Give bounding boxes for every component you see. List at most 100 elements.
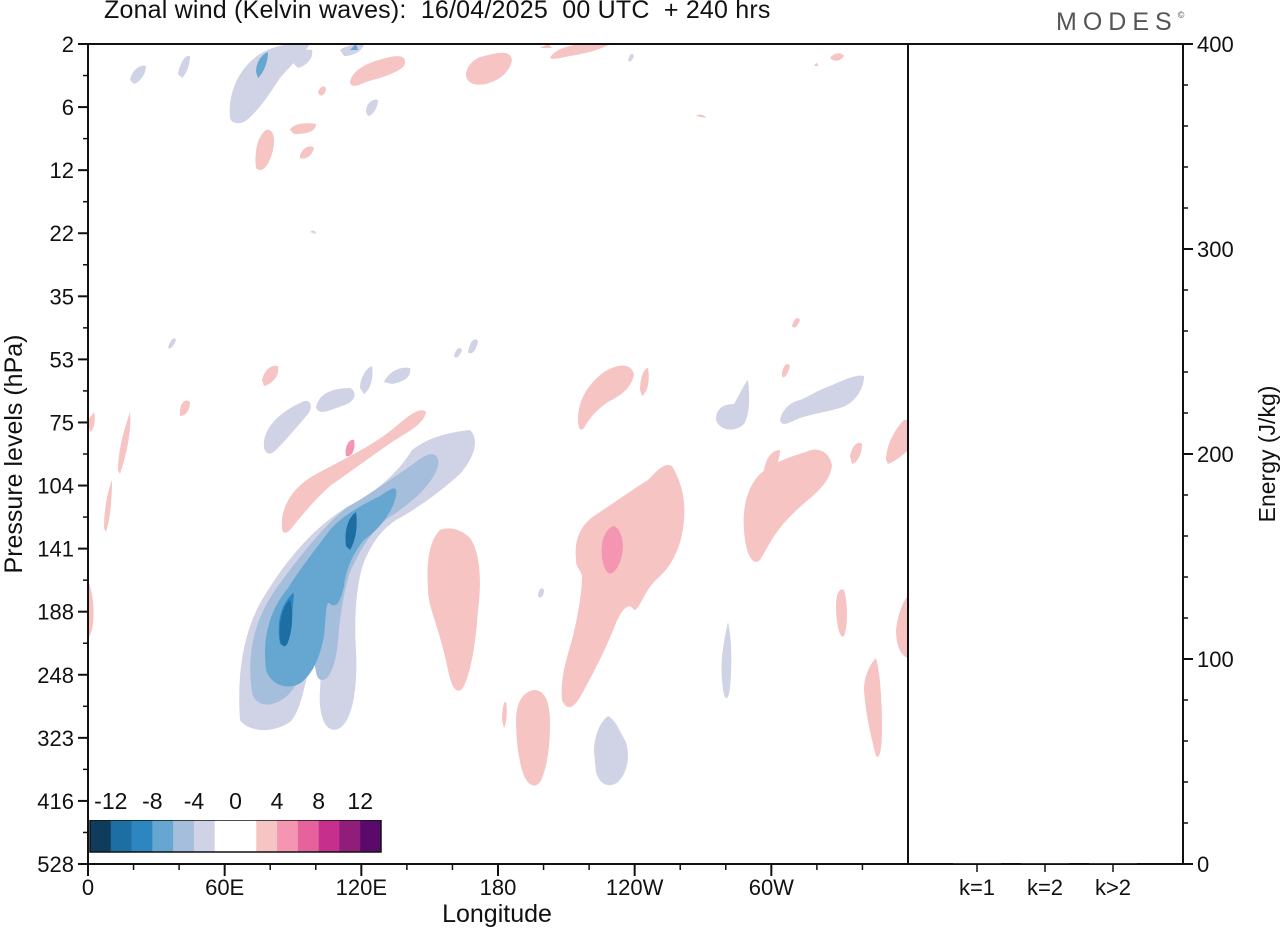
colorbar-swatch [256,820,278,852]
chart-title: Zonal wind (Kelvin waves): 16/04/2025 00… [104,0,771,24]
colorbar-swatch [235,820,257,852]
pos-right-8 [782,364,790,378]
pos-strat-3 [300,146,314,159]
energy-cat-label: k=2 [1027,875,1063,900]
neg-mid-1 [168,338,176,349]
neg-small-3 [360,366,373,394]
y-tick-label: 2 [62,32,74,57]
y-tick-label: 528 [37,852,74,877]
x-tick-label: 120W [606,875,664,900]
energy-bar [1021,863,1069,864]
colorbar-label: -8 [142,788,162,814]
pos-strat-2 [290,123,316,134]
longitude-axis: 0 60E 120E 180 120W 60W [82,864,864,900]
x-tick-label: 60W [749,875,794,900]
pos-right-10 [830,53,844,61]
colorbar-label: 12 [347,788,373,814]
colorbar-swatch [110,820,132,852]
y-axis-label: Pressure levels (hPa) [0,335,28,574]
energy-bars: k=1 k=2 k>2 [953,863,1137,900]
colorbar-swatch [214,820,236,852]
neg-right-4 [628,53,634,62]
energy-bar [953,863,1001,864]
pos-right-2 [764,450,780,474]
neg-small-1 [263,400,311,454]
neg-strat-6 [178,55,190,78]
neg-right-1 [716,380,750,430]
pos-strat-5 [318,86,326,96]
colorbar-swatch [318,820,340,852]
neg-strat-2 [293,49,313,68]
pos-edge-2 [88,412,95,432]
pos-small-1 [262,365,279,386]
pos-right-3 [886,420,908,464]
y-tick-label: 75 [50,410,74,435]
pos-small-3 [118,412,131,474]
x-tick-label: 180 [480,875,517,900]
colorbar-swatch [339,820,361,852]
pos-contour-2a [281,410,426,533]
energy-axis: 0 100 200 300 400 [1183,32,1234,877]
pos-central-8 [696,114,706,118]
pos-strat-1 [255,129,274,171]
wind-contours [88,44,908,786]
energy-plot-frame [907,43,1184,865]
y-tick-label: 248 [37,663,74,688]
colorbar-label: -12 [94,788,127,814]
modes-logo: MODES© [1056,8,1185,36]
neg-small-2 [316,388,355,412]
pos-central-2 [640,368,649,396]
neg-strat-3b [350,44,358,50]
pos-strat-7 [550,44,610,59]
colorbar-swatch [297,820,319,852]
y-tick-label: 188 [37,600,74,625]
y-tick-label: 53 [50,347,74,372]
colorbar-label-backdrop [88,784,384,820]
colorbar [88,818,383,854]
neg-contour-6 [264,488,397,687]
neg-central-2 [538,588,544,598]
colorbar-label: 4 [271,788,284,814]
pos-central-4 [601,526,623,574]
pos-right-4 [850,442,862,464]
y-tick-label: 416 [37,789,74,814]
pos-edge-1 [88,580,94,640]
energy-tick-label: 0 [1197,852,1209,877]
colorbar-swatch [277,820,299,852]
pos-mid-1 [792,318,800,328]
neg-central-1 [594,716,628,786]
neg-strat-1 [229,44,310,124]
colorbar-swatch [360,820,382,852]
energy-tick-label: 400 [1197,32,1234,57]
neg-contour-10 [279,600,293,647]
x-tick-label: 120E [336,875,387,900]
neg-strat-4 [366,99,378,116]
neg-contour-10b [345,512,357,550]
colorbar-swatch [131,820,153,852]
pos-central-7 [502,701,507,728]
neg-small-4 [384,367,411,384]
x-tick-label: 60E [205,875,244,900]
main-plot-frame [87,43,909,865]
neg-mid-3 [468,339,478,354]
pos-central-3 [561,464,685,708]
neg-right-3 [721,622,732,699]
energy-cat-label: k=1 [959,875,995,900]
pos-small-2 [180,400,190,416]
pos-central-1 [578,365,634,430]
pos-contour-4a [345,439,355,457]
pos-right-6 [864,658,882,757]
y-tick-label: 35 [50,284,74,309]
x-tick-label: 0 [82,875,94,900]
y-tick-label: 12 [50,158,74,183]
neg-right-2 [780,375,864,424]
energy-bar [1089,863,1137,864]
energy-cat-label: k>2 [1095,875,1131,900]
colorbar-label: 0 [229,788,242,814]
y-tick-label: 323 [37,726,74,751]
pos-strat-6 [466,52,512,85]
neg-mid-2 [454,348,462,358]
pos-strat-4 [350,56,406,86]
energy-tick-label: 100 [1197,647,1234,672]
y-tick-label: 141 [37,537,74,562]
